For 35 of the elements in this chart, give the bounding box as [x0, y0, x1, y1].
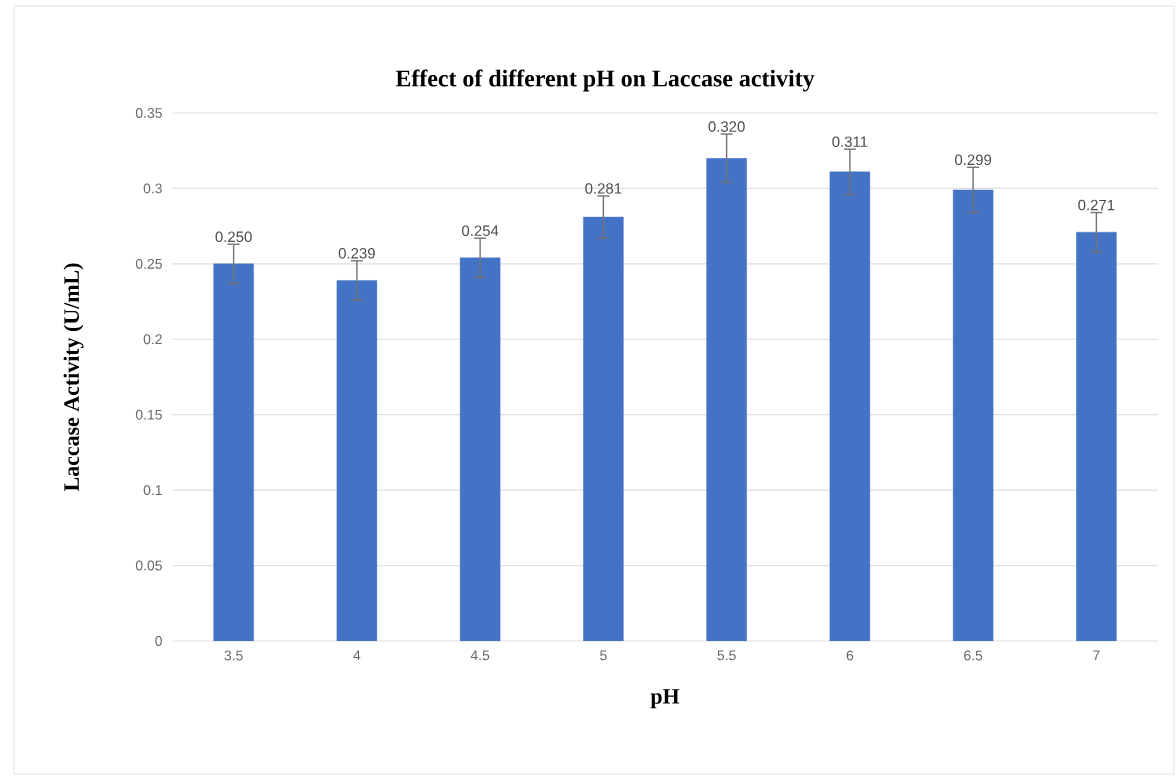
bar: [583, 216, 624, 641]
x-axis-title: pH: [650, 689, 680, 709]
bar: [952, 189, 994, 641]
data-label: 0.320: [708, 121, 745, 132]
data-label: 0.299: [955, 154, 992, 166]
x-tick-label: 6.5: [964, 650, 983, 661]
x-tick-label: 4.5: [470, 650, 490, 661]
y-tick-label: 0.15: [135, 409, 162, 420]
data-label: 0.281: [585, 183, 622, 194]
data-label: 0.250: [215, 231, 252, 243]
x-tick-label: 6: [846, 650, 854, 661]
y-tick-label: 0.1: [143, 485, 162, 496]
bar: [336, 280, 378, 641]
y-tick-label: 0.05: [135, 560, 162, 571]
y-tick-label: 0.35: [135, 108, 162, 118]
bar: [1076, 231, 1117, 641]
y-axis-title: Laccase Activity (U/mL): [63, 263, 84, 492]
x-tick-label: 3.5: [224, 650, 243, 661]
y-tick-label: 0: [155, 636, 162, 646]
y-tick-label: 0.2: [143, 334, 162, 345]
bar: [829, 171, 871, 641]
data-label: 0.271: [1078, 199, 1115, 211]
bar: [706, 158, 747, 641]
data-label: 0.239: [338, 248, 375, 259]
x-tick-label: 7: [1093, 650, 1100, 661]
x-tick-label: 4: [353, 650, 361, 661]
chart-title: Effect of different pH on Laccase activity: [395, 69, 815, 92]
y-tick-label: 0.3: [143, 183, 162, 194]
data-label: 0.311: [832, 136, 868, 147]
x-tick-label: 5.5: [717, 650, 736, 661]
y-tick-label: 0.25: [135, 258, 162, 269]
bar: [213, 263, 254, 641]
x-tick-label: 5: [600, 650, 607, 661]
data-label: 0.254: [462, 225, 499, 236]
bar: [459, 257, 501, 641]
